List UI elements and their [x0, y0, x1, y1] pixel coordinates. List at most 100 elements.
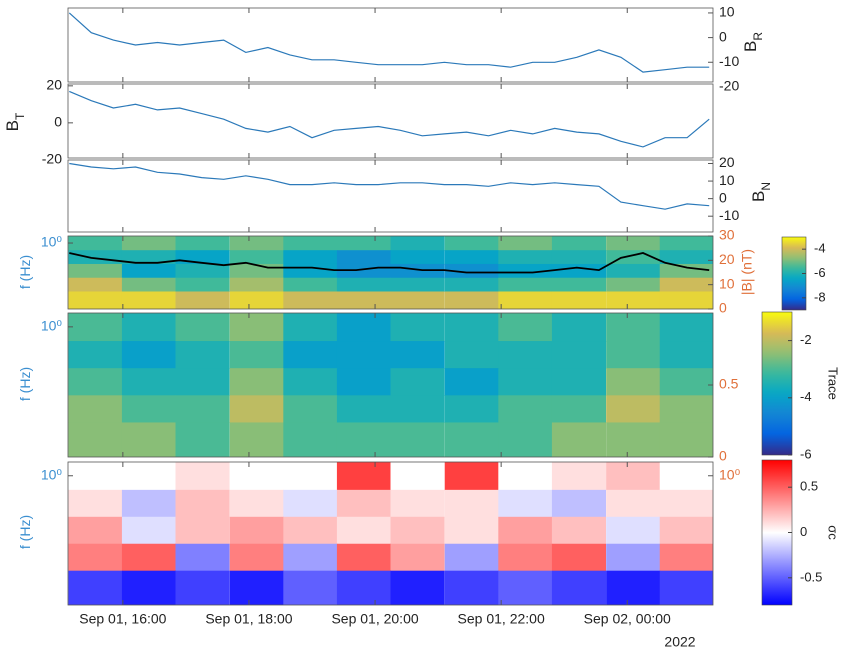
panel-frame [67, 7, 714, 83]
x-tick-label: Sep 02, 00:00 [584, 611, 671, 627]
heat-cell [390, 570, 445, 605]
heat-cell [283, 341, 338, 369]
heat-cell [390, 291, 445, 309]
heat-cell [121, 570, 176, 605]
heat-cell [444, 543, 499, 572]
heat-cell [498, 395, 553, 423]
heat-cell [121, 291, 176, 309]
heat-cell [68, 395, 123, 423]
heat-cell [229, 489, 284, 518]
heat-cell [283, 263, 338, 279]
colorbar-tick-label: 0 [800, 524, 807, 539]
heat-cell [68, 489, 123, 518]
colorbar-tick-label: 0.5 [800, 479, 818, 494]
heat-cell [551, 516, 606, 545]
heat-cell [551, 543, 606, 572]
heat-cell [283, 250, 338, 265]
heat-cell [606, 313, 661, 342]
heat-cell [121, 277, 176, 292]
heat-cell [390, 516, 445, 545]
heat-cell [498, 291, 553, 309]
heat-cell [229, 462, 284, 491]
heat-cell [175, 291, 230, 309]
y-axis-label-sub: N [759, 182, 773, 191]
heat-cell [498, 543, 553, 572]
y-tick-label: -20 [719, 78, 739, 94]
heat-cell [336, 368, 391, 396]
heat-cell [175, 516, 230, 545]
heat-cell [229, 570, 284, 605]
heat-cell [336, 236, 391, 251]
heat-cell [659, 422, 713, 457]
heat-cell [68, 462, 123, 491]
heat-cell [68, 291, 123, 309]
heat-cell [283, 395, 338, 423]
heat-cell [390, 543, 445, 572]
heat-cell [444, 341, 499, 369]
heat-cell [659, 250, 713, 265]
panel-heatmap [68, 236, 713, 309]
heat-cell [551, 236, 606, 251]
heat-cell [659, 489, 713, 518]
heat-cell [175, 570, 230, 605]
heat-cell [444, 395, 499, 423]
heat-cell [68, 250, 123, 265]
heat-cell [606, 570, 661, 605]
heat-cell [283, 516, 338, 545]
heat-cell [175, 341, 230, 369]
heat-cell [390, 341, 445, 369]
heat-cell [390, 263, 445, 279]
heat-cell [498, 236, 553, 251]
y-axis-label-main: B [3, 120, 22, 131]
heat-cell [283, 291, 338, 309]
heat-cell [229, 277, 284, 292]
heat-cell [336, 516, 391, 545]
heat-cell [336, 543, 391, 572]
heat-cell [121, 489, 176, 518]
heat-cell [121, 236, 176, 251]
heat-cell [659, 277, 713, 292]
y-tick-label: 10⁰ [41, 234, 63, 250]
colorbar [761, 311, 793, 456]
heat-cell [336, 250, 391, 265]
y-axis-label-sub: T [13, 112, 27, 120]
y-tick-label: 0 [54, 114, 62, 130]
heat-cell [390, 422, 445, 457]
heat-cell [175, 489, 230, 518]
heat-cell [175, 368, 230, 396]
data-line [69, 90, 710, 148]
y-tick-label: 20 [46, 77, 62, 93]
heat-cell [68, 543, 123, 572]
heat-cell [606, 422, 661, 457]
panel-frame [67, 83, 714, 159]
y2-axis-label: |B| (nT) [739, 249, 755, 295]
colorbar-tick-label: -2 [800, 332, 812, 347]
heat-cell [283, 368, 338, 396]
heat-cell [336, 570, 391, 605]
heat-cell [175, 277, 230, 292]
heat-cell [551, 489, 606, 518]
heat-cell [659, 368, 713, 396]
heat-cell [229, 341, 284, 369]
heat-cell [229, 236, 284, 251]
heat-cell [444, 313, 499, 342]
heat-cell [175, 263, 230, 279]
panel-frame [67, 461, 714, 606]
panel-frame [67, 235, 714, 310]
colorbar-label: Trace [826, 367, 841, 400]
heat-cell [551, 313, 606, 342]
heat-cell [121, 516, 176, 545]
y-axis-label: BT [3, 112, 27, 131]
heat-cell [229, 291, 284, 309]
x-tick-label: Sep 01, 20:00 [331, 611, 418, 627]
heat-cell [659, 516, 713, 545]
y-tick-label: -20 [42, 151, 62, 167]
heat-cell [444, 516, 499, 545]
heat-cell [551, 462, 606, 491]
heat-cell [175, 395, 230, 423]
heat-cell [659, 341, 713, 369]
y-axis-label: f (Hz) [17, 515, 33, 549]
heat-cell [498, 489, 553, 518]
y-tick-label: 10 [719, 4, 735, 20]
y-axis-label-main: f (Hz) [17, 515, 33, 549]
